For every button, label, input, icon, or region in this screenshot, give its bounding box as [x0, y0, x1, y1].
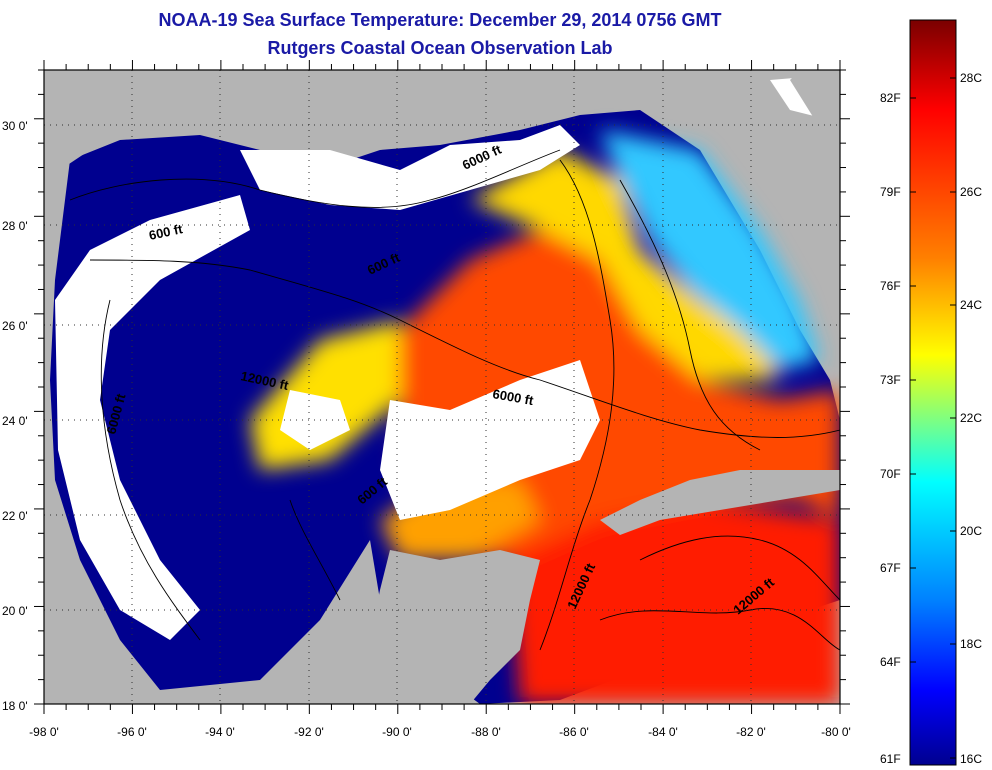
bathymetry-contours: [69, 149, 840, 651]
colorbar-fahrenheit-label: 61F: [880, 752, 901, 766]
colorbar-fahrenheit-label: 73F: [880, 373, 901, 387]
lon-tick-label: -90 0': [382, 725, 412, 739]
lon-tick-label: -96 0': [117, 725, 147, 739]
longitude-labels: -98 0' -96 0' -94 0' -92 0' -90 0' -88 0…: [29, 725, 851, 739]
map-panel: 600 ft 6000 ft 12000 ft 600 ft 6000 ft 6…: [44, 70, 840, 704]
sst-cyan-shelf: [600, 130, 820, 370]
sst-yellow-band: [470, 150, 780, 380]
sst-hot-caribbean: [510, 500, 840, 704]
lon-tick-label: -88 0': [471, 725, 501, 739]
lon-tick-label: -86 0': [559, 725, 589, 739]
cloud-west-gulf: [55, 195, 250, 640]
land-florida-peninsula: [790, 70, 840, 300]
lon-tick-label: -92 0': [294, 725, 324, 739]
colorbar-fahrenheit-label: 82F: [880, 91, 901, 105]
map-subtitle: Rutgers Coastal Ocean Observation Lab: [267, 38, 613, 58]
colorbar-celsius-label: 26C: [960, 185, 982, 199]
colorbar: 28C 26C 24C 22C 20C 18C 16C 82F 79F 76F …: [880, 19, 982, 766]
colorbar-fahrenheit-label: 64F: [880, 655, 901, 669]
contour-label: 600 ft: [148, 221, 185, 243]
land-mexico-west: [44, 180, 220, 704]
land-us-gulf-coast: [44, 70, 840, 180]
lon-tick-label: -80 0': [821, 725, 851, 739]
colorbar-fahrenheit-label: 76F: [880, 279, 901, 293]
cloud-north-gulf: [240, 125, 580, 210]
map-title: NOAA-19 Sea Surface Temperature: Decembe…: [158, 10, 722, 30]
colorbar-celsius-label: 28C: [960, 71, 982, 85]
lat-tick-label: 20 0': [2, 604, 28, 618]
lon-tick-label: -98 0': [29, 725, 59, 739]
colorbar-fahrenheit-label: 79F: [880, 185, 901, 199]
contour-label: 6000 ft: [491, 386, 535, 408]
lon-tick-label: -84 0': [648, 725, 678, 739]
lat-tick-label: 28 0': [2, 219, 28, 233]
land-yucatan: [300, 550, 540, 704]
land-cuba: [600, 470, 840, 535]
colorbar-celsius-label: 16C: [960, 752, 982, 766]
colorbar-fahrenheit-label: 70F: [880, 467, 901, 481]
colorbar-celsius-label: 20C: [960, 524, 982, 538]
colorbar-gradient: [909, 19, 957, 766]
axis-ticks: [34, 60, 850, 714]
colorbar-celsius-label: 22C: [960, 411, 982, 425]
lat-tick-label: 26 0': [2, 319, 28, 333]
latitude-labels: 18 0' 20 0' 22 0' 24 0' 26 0' 28 0' 30 0…: [2, 119, 28, 713]
colorbar-celsius-label: 18C: [960, 637, 982, 651]
lat-tick-label: 24 0': [2, 414, 28, 428]
lon-tick-label: -82 0': [736, 725, 766, 739]
lat-tick-label: 18 0': [2, 699, 28, 713]
cloud-central-gulf: [380, 360, 600, 520]
lat-tick-label: 22 0': [2, 509, 28, 523]
lat-tick-label: 30 0': [2, 119, 28, 133]
colorbar-celsius-label: 24C: [960, 298, 982, 312]
lon-tick-label: -94 0': [205, 725, 235, 739]
colorbar-fahrenheit-label: 67F: [880, 561, 901, 575]
map-grid: [44, 70, 840, 704]
